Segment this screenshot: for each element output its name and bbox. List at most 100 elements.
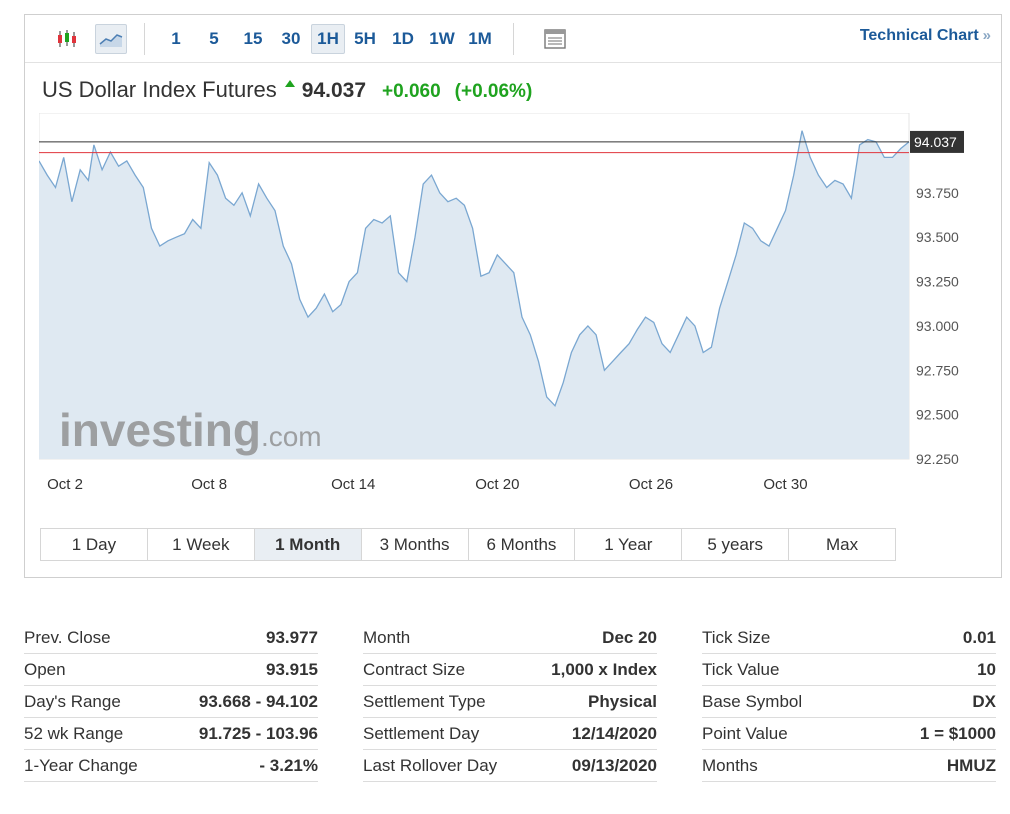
stat-value: Dec 20: [602, 627, 657, 647]
stat-row: Last Rollover Day 09/13/2020: [363, 750, 657, 782]
quote-header: US Dollar Index Futures 94.037 +0.060 (+…: [42, 77, 532, 105]
stat-value: 0.01: [962, 627, 996, 647]
period-1-day[interactable]: 1 Day: [41, 529, 148, 560]
price-area: [39, 130, 909, 459]
x-tick-label: Oct 8: [191, 476, 227, 493]
technical-chart-label: Technical Chart: [859, 27, 979, 44]
stat-value: Physical: [588, 691, 657, 711]
stat-value: 12/14/2020: [571, 723, 657, 743]
stat-value: 1,000 x Index: [551, 659, 657, 679]
last-price-marker: [910, 130, 964, 153]
stat-label: Tick Size: [702, 627, 771, 647]
stat-label: Months: [702, 755, 758, 775]
watermark-suffix: .com: [261, 421, 322, 452]
stat-row: Tick Size 0.01: [702, 622, 996, 654]
timeframe-5[interactable]: 5: [209, 29, 219, 48]
last-price: 94.037: [301, 79, 366, 102]
news-icon[interactable]: [539, 24, 571, 54]
stat-row: Prev. Close 93.977: [24, 622, 318, 654]
stat-row: Open 93.915: [24, 654, 318, 686]
period-3-months[interactable]: 3 Months: [362, 529, 469, 560]
double-chevron-right-icon: »: [982, 27, 991, 44]
stat-row: 1-Year Change - 3.21%: [24, 750, 318, 782]
investing-logo-watermark: investing.com: [59, 404, 322, 456]
stat-value: 09/13/2020: [571, 755, 657, 775]
stat-value: 93.668 - 94.102: [198, 691, 318, 711]
chart-toolbar: 1 5 15 30 1H 5H 1D 1W 1M Technical Chart»: [25, 15, 1001, 63]
period-max[interactable]: Max: [826, 535, 859, 554]
stat-value: 93.977: [266, 627, 318, 647]
stat-value: - 3.21%: [259, 755, 318, 775]
x-tick-label: Oct 14: [331, 476, 375, 493]
stat-row: Month Dec 20: [363, 622, 657, 654]
timeframe-1d[interactable]: 1D: [392, 29, 414, 48]
period-1-year[interactable]: 1 Year: [575, 529, 683, 560]
stats-column-1: Prev. Close 93.977 Open 93.915 Day's Range 93…: [24, 622, 318, 782]
x-tick-label: Oct 20: [475, 476, 519, 493]
y-tick-label: 92.250: [916, 451, 959, 467]
y-tick-label: 92.750: [916, 362, 959, 378]
y-tick-label: 93.000: [916, 318, 959, 334]
technical-chart-link[interactable]: Technical Chart»: [860, 27, 991, 45]
y-tick-label: 93.750: [916, 185, 959, 201]
stat-label: Day's Range: [24, 691, 121, 711]
toolbar-divider: [513, 23, 514, 55]
timeframe-1w[interactable]: 1W: [429, 29, 455, 48]
timeframe-1h[interactable]: 1H: [311, 24, 345, 54]
stat-label: Tick Value: [702, 659, 780, 679]
stat-label: Point Value: [702, 723, 788, 743]
stat-value: DX: [972, 691, 996, 711]
y-tick-label: 92.500: [916, 407, 959, 423]
price-chart[interactable]: 92.250 92.500 92.750 93.000 93.250 93.500 93.7…: [39, 113, 969, 523]
stat-label: Last Rollover Day: [363, 755, 498, 775]
stat-row: Day's Range 93.668 - 94.102: [24, 686, 318, 718]
last-price-label: 94.037: [914, 134, 957, 150]
period-1-month[interactable]: 1 Month: [254, 529, 362, 560]
stat-label: Settlement Day: [363, 723, 480, 743]
stat-row: Point Value 1 = $1000: [702, 718, 996, 750]
stats-column-3: Tick Size 0.01 Tick Value 10 Base Symbol DX Po…: [702, 622, 996, 782]
period-5-years[interactable]: 5 years: [682, 529, 790, 560]
stats-column-2: Month Dec 20 Contract Size 1,000 x Index Set…: [363, 622, 657, 782]
price-line: [39, 130, 910, 408]
timeframe-15[interactable]: 15: [243, 29, 263, 48]
timeframe-1[interactable]: 1: [171, 29, 181, 48]
period-selector: 1 Day 1 Week 1 Month 3 Months 6 Months 1 Year…: [40, 528, 896, 561]
stat-row: Settlement Day 12/14/2020: [363, 718, 657, 750]
stat-row: Contract Size 1,000 x Index: [363, 654, 657, 686]
stat-row: Settlement Type Physical: [363, 686, 657, 718]
x-tick-label: Oct 30: [763, 476, 807, 493]
stat-value: 10: [977, 659, 996, 679]
stat-row: 52 wk Range 91.725 - 103.96: [24, 718, 318, 750]
stat-label: Open: [24, 659, 66, 679]
timeframe-30[interactable]: 30: [281, 29, 301, 48]
stat-value: 93.915: [266, 659, 318, 679]
chart-widget: 1 5 15 30 1H 5H 1D 1W 1M Technical Chart» US Dol…: [24, 14, 1002, 578]
stat-label: Prev. Close: [24, 627, 111, 647]
timeframe-1m[interactable]: 1M: [468, 29, 492, 48]
stat-value: 91.725 - 103.96: [198, 723, 318, 743]
stat-label: 1-Year Change: [24, 755, 138, 775]
y-tick-label: 93.500: [916, 229, 959, 245]
candlestick-icon[interactable]: [51, 24, 83, 54]
price-change-percent: (+0.06%): [454, 81, 533, 102]
instrument-name: US Dollar Index Futures: [42, 77, 277, 102]
period-6-months[interactable]: 6 Months: [469, 529, 576, 560]
stat-row: Months HMUZ: [702, 750, 996, 782]
stat-value: 1 = $1000: [919, 723, 996, 743]
up-arrow-icon: [284, 80, 295, 87]
period-1-week[interactable]: 1 Week: [148, 529, 255, 560]
price-change: +0.060: [382, 81, 441, 102]
stat-label: Month: [363, 627, 411, 647]
watermark-brand: investing: [59, 404, 261, 456]
area-chart-icon[interactable]: [95, 24, 127, 54]
stat-label: 52 wk Range: [24, 723, 124, 743]
stat-row: Tick Value 10: [702, 654, 996, 686]
stat-row: Base Symbol DX: [702, 686, 996, 718]
timeframe-5h[interactable]: 5H: [354, 29, 376, 48]
stat-label: Contract Size: [363, 659, 466, 679]
stat-value: HMUZ: [946, 755, 996, 775]
x-tick-label: Oct 2: [47, 476, 83, 493]
x-tick-label: Oct 26: [629, 476, 673, 493]
stat-label: Base Symbol: [702, 691, 803, 711]
